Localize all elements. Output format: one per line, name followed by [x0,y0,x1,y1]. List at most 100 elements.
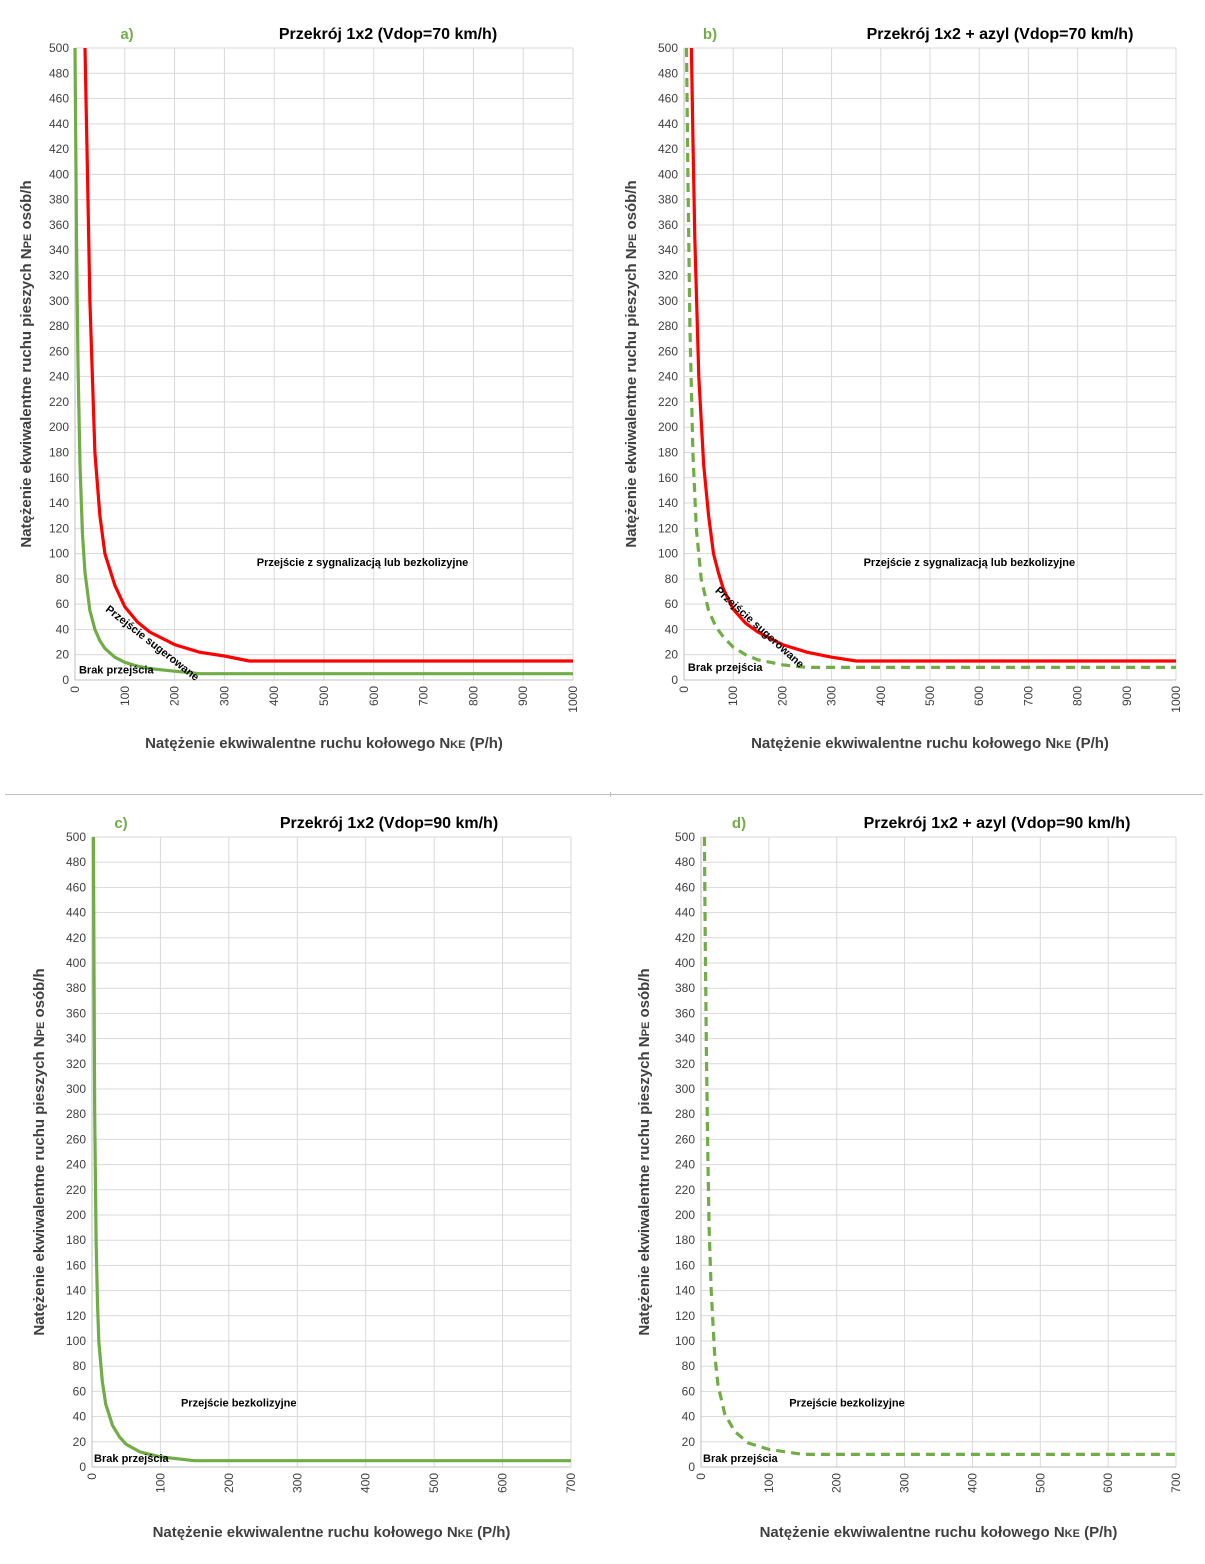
x-tick-label: 100 [726,686,740,706]
chart-panel-b: 0 20 40 60 80 100 120 140 160 180 200 220 240 260 280 3… [610,6,1203,792]
x-tick-label: 0 [85,1473,99,1480]
x-tick-label: 400 [965,1473,979,1493]
y-tick-label: 100 [675,1334,695,1348]
x-tick-label: 600 [1101,1473,1115,1493]
y-tick-label: 40 [56,622,70,636]
x-tick-label: 800 [1071,686,1085,706]
panel-label: a) [120,26,133,43]
y-tick-label: 400 [675,956,695,970]
y-axis-label-main: Natężenie ekwiwalentne ruchu pieszych [623,259,640,547]
y-axis-label-symbol: N [623,248,640,259]
y-tick-label: 300 [66,1082,86,1096]
y-tick-label: 0 [79,1460,86,1474]
y-tick-label: 160 [66,1258,86,1272]
y-tick-label: 400 [66,956,86,970]
y-tick-label: 200 [66,1208,86,1222]
y-tick-label: 80 [56,572,70,586]
series-line-dashed-green [702,836,1176,1457]
gridlines [74,47,574,681]
y-tick-label: 140 [66,1284,86,1298]
y-axis-label-symbol: N [636,1036,653,1047]
y-tick-label: 440 [675,906,695,920]
y-tick-label: 20 [682,1435,696,1449]
chart-panel-a: 0 20 40 60 80 100 120 140 160 180 200 220 240 260 280 3… [5,6,610,792]
y-tick-label: 200 [658,420,678,434]
gridlines [683,47,1177,681]
x-tick-label: 500 [317,686,331,706]
y-tick-label: 360 [66,1006,86,1020]
x-tick-label: 300 [217,686,231,706]
y-tick-label: 200 [49,420,69,434]
y-tick-label: 380 [49,193,69,207]
x-tick-label: 400 [267,686,281,706]
chart-a: 0 20 40 60 80 100 120 140 160 180 200 220 240 260 280 3… [18,26,580,752]
x-tick-label: 300 [825,686,839,706]
chart-title: Przekrój 1x2 + azyl (Vdop=70 km/h) [867,26,1134,43]
y-tick-label: 420 [66,931,86,945]
y-tick-label: 40 [682,1410,696,1424]
x-tick-label: 600 [972,686,986,706]
y-tick-label: 140 [658,496,678,510]
y-tick-label: 260 [675,1132,695,1146]
series-line-red [83,47,573,663]
y-tick-label: 340 [66,1032,86,1046]
annotation-label: Brak przejścia [688,662,763,674]
x-tick-label: 200 [775,686,789,706]
y-tick-label: 480 [66,855,86,869]
x-tick-label: 1000 [1169,686,1183,713]
chart-b: 0 20 40 60 80 100 120 140 160 180 200 220 240 260 280 3… [623,26,1183,752]
x-axis-label-subscript: KE [458,1528,473,1540]
y-tick-label: 280 [675,1107,695,1121]
y-tick-label: 340 [675,1032,695,1046]
annotation-label: Przejście z sygnalizacją lub bezkolizyjn… [257,557,469,569]
y-tick-label: 260 [658,344,678,358]
x-axis-label-symbol: N [439,735,450,752]
x-tick-label: 1000 [566,686,580,713]
y-tick-label: 320 [66,1057,86,1071]
x-axis-label: Natężenie ekwiwalentne ruchu kołowego NK… [145,735,503,752]
y-tick-label: 380 [675,981,695,995]
y-tick-label: 480 [675,855,695,869]
x-tick-label: 200 [222,1473,236,1493]
annotation-label: Brak przejścia [94,1453,169,1465]
x-tick-label: 700 [1021,686,1035,706]
y-tick-label: 180 [658,445,678,459]
x-tick-label: 200 [168,686,182,706]
x-axis-label-main: Natężenie ekwiwalentne ruchu kołowego [153,1524,447,1541]
x-tick-label: 800 [466,686,480,706]
x-axis-label-unit: (P/h) [1080,1524,1118,1541]
x-tick-label: 0 [677,686,691,693]
y-tick-label: 300 [49,294,69,308]
y-axis-label-subscript: PE [22,234,34,249]
annotation-label: Przejście z sygnalizacją lub bezkolizyjn… [864,557,1076,569]
y-tick-label: 200 [675,1208,695,1222]
y-axis-label-unit: osób/h [31,968,48,1021]
y-tick-label: 260 [49,344,69,358]
panel-label: b) [703,26,717,43]
y-tick-label: 400 [49,167,69,181]
y-axis-label-symbol: N [18,248,35,259]
y-tick-label: 500 [658,41,678,55]
panel-label: c) [114,815,127,832]
y-tick-label: 160 [675,1258,695,1272]
y-axis-label-subscript: PE [640,1022,652,1037]
x-axis-label-unit: (P/h) [473,1524,511,1541]
x-tick-label: 500 [427,1473,441,1493]
x-tick-label: 700 [1169,1473,1183,1493]
panel-label: d) [732,815,746,832]
y-tick-label: 60 [56,597,70,611]
y-tick-label: 140 [49,496,69,510]
y-tick-label: 120 [49,521,69,535]
x-axis-label: Natężenie ekwiwalentne ruchu kołowego NK… [751,735,1109,752]
y-tick-label: 80 [73,1359,87,1373]
y-tick-label: 440 [66,906,86,920]
y-tick-label: 120 [66,1309,86,1323]
y-axis-label-unit: osób/h [623,180,640,233]
x-tick-label: 300 [898,1473,912,1493]
y-tick-label: 320 [675,1057,695,1071]
y-axis-label-unit: osób/h [636,968,653,1021]
chart-d: 0 20 40 60 80 100 120 140 160 180 200 220 240 260 280 3… [636,815,1183,1541]
y-tick-label: 100 [66,1334,86,1348]
x-axis-label: Natężenie ekwiwalentne ruchu kołowego NK… [153,1524,511,1541]
y-tick-label: 20 [665,648,679,662]
